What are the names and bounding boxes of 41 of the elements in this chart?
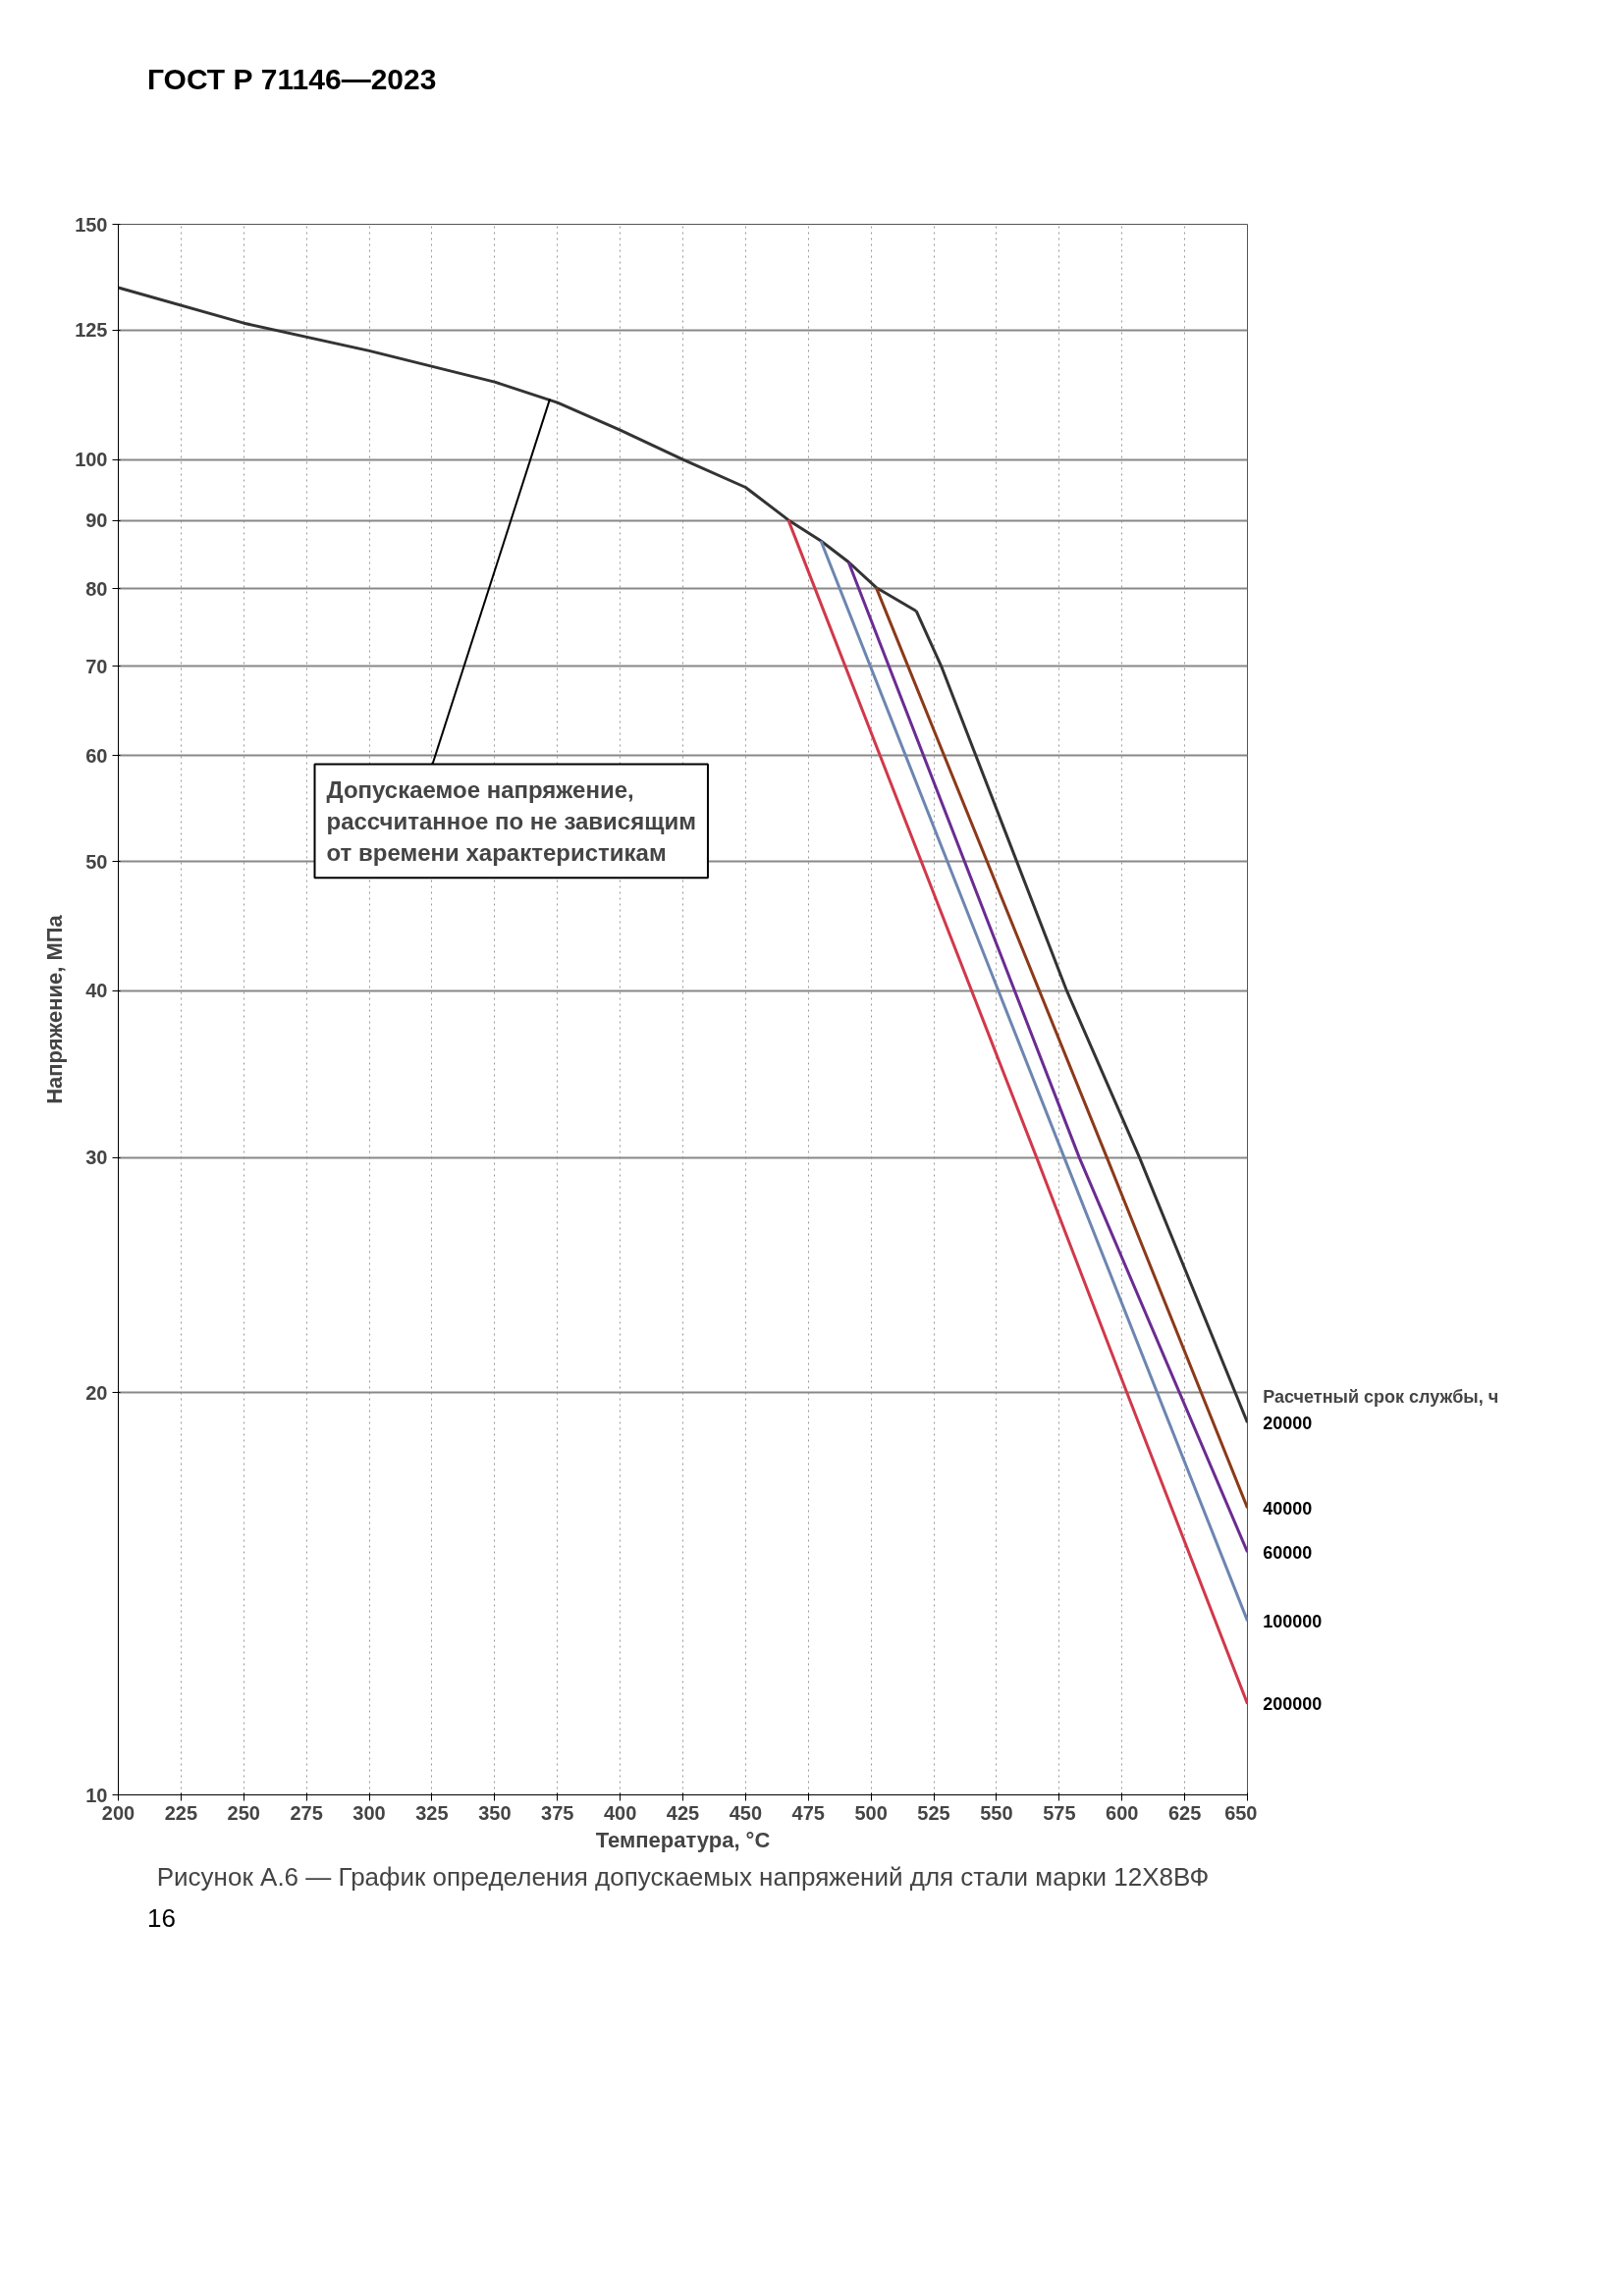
- text: Рисунок А.6 — График определения допускаемых напряжений для стали марки 12Х8ВФ: [156, 1861, 1210, 1892]
- y-tick-label: 40: [85, 980, 108, 1002]
- x-tick-label: 325: [415, 1801, 449, 1824]
- x-tick-label: 300: [352, 1801, 386, 1824]
- y-axis-title: Напряжение, МПа: [42, 914, 68, 1104]
- y-tick-label: 30: [85, 1147, 108, 1169]
- x-tick-label: 525: [917, 1801, 950, 1824]
- y-tick-label: 90: [85, 509, 108, 532]
- x-tick-label: 400: [603, 1801, 637, 1824]
- y-tick-label: 20: [85, 1381, 108, 1404]
- y-tick-label: 80: [85, 577, 108, 600]
- series-label: 60000: [1263, 1542, 1313, 1563]
- x-tick-label: 425: [666, 1801, 700, 1824]
- y-tick-label: 70: [85, 655, 108, 677]
- y-tick-label: 100: [75, 448, 108, 470]
- y-tick-label: 150: [75, 213, 108, 236]
- y-tick-label: 125: [75, 319, 108, 342]
- x-tick-label: 350: [478, 1801, 512, 1824]
- x-tick-label: 500: [854, 1801, 888, 1824]
- x-tick-label: 650: [1224, 1801, 1258, 1824]
- text: 16: [147, 1901, 176, 1935]
- x-tick-label: 625: [1167, 1801, 1202, 1824]
- x-axis-title: Температура, °С: [595, 1827, 771, 1852]
- annotation: Допускаемое напряжение, рассчитанное по не зависящим от времени характеристикам: [326, 775, 696, 867]
- x-tick-label: 450: [729, 1801, 763, 1824]
- x-tick-label: 550: [980, 1801, 1013, 1824]
- y-tick-label: 60: [85, 744, 108, 767]
- series-label: 20000: [1263, 1413, 1313, 1433]
- series-label: 200000: [1263, 1694, 1323, 1715]
- y-tick-label: 50: [85, 850, 108, 873]
- series-label: 100000: [1263, 1611, 1323, 1631]
- legend-title: Расчетный срок службы, ч: [1263, 1387, 1499, 1408]
- x-tick-label: 275: [290, 1801, 323, 1824]
- x-tick-label: 250: [227, 1801, 260, 1824]
- x-tick-label: 225: [164, 1801, 198, 1824]
- text: ГОСТ Р 71146—2023: [147, 62, 437, 97]
- x-tick-label: 600: [1106, 1801, 1139, 1824]
- x-tick-label: 475: [791, 1801, 825, 1824]
- series-label: 40000: [1263, 1498, 1313, 1519]
- x-tick-label: 575: [1043, 1801, 1076, 1824]
- x-tick-label: 375: [541, 1801, 574, 1824]
